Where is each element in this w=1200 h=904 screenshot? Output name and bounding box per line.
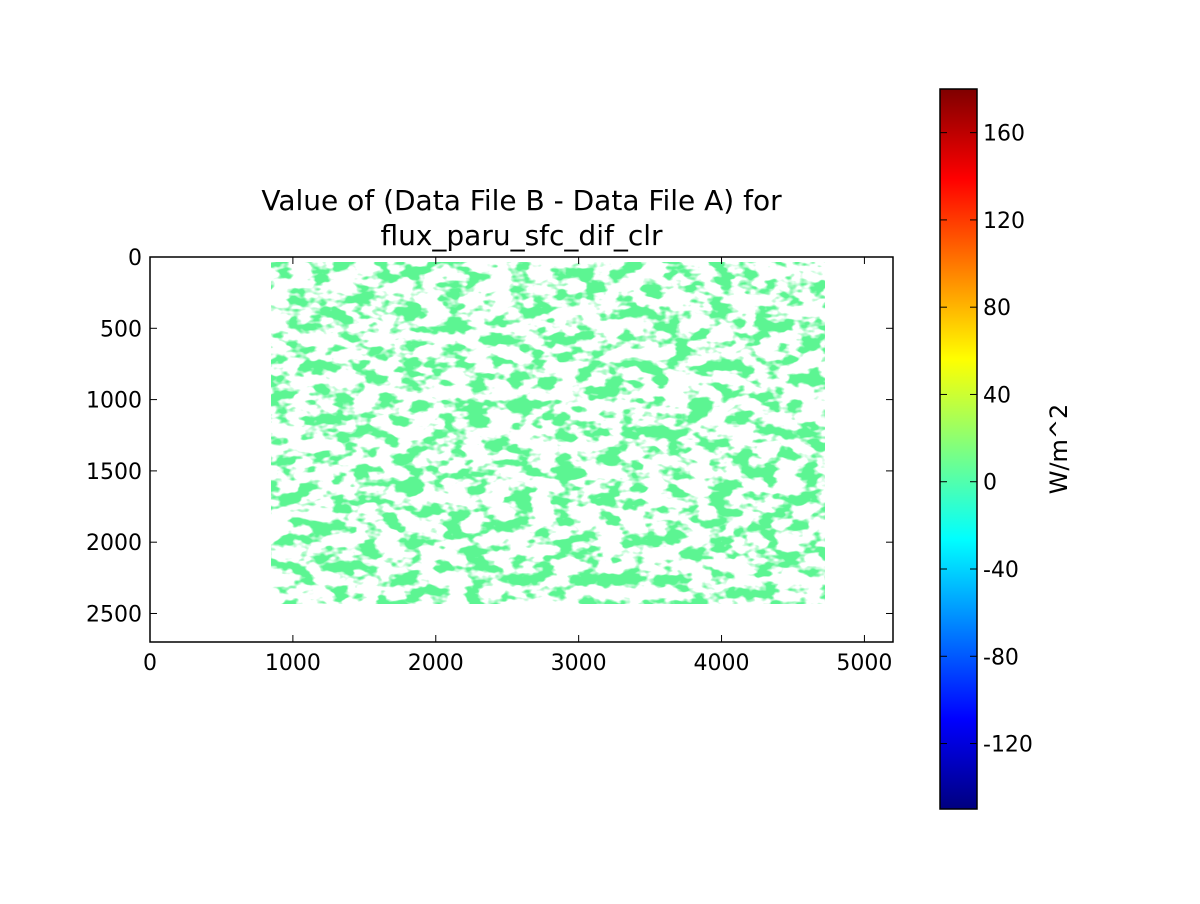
colorbar-label: W/m^2 xyxy=(1045,404,1073,495)
y-tick-label: 500 xyxy=(100,317,142,342)
y-tick-label: 1500 xyxy=(86,460,142,485)
x-tick-label: 5000 xyxy=(836,651,892,676)
chart-title-line-2: flux_paru_sfc_dif_clr xyxy=(380,219,663,252)
colorbar-tick-label: 160 xyxy=(983,122,1025,147)
colorbar-tick-label: -40 xyxy=(983,558,1019,583)
colorbar-tick-label: 40 xyxy=(983,383,1011,408)
colorbar-ticks: -120 -80 -40 0 40 80 120 160 xyxy=(940,122,1033,758)
y-axis: 0 500 1000 1500 2000 2500 xyxy=(86,246,893,627)
difference-image xyxy=(271,262,825,604)
colorbar xyxy=(939,88,978,810)
y-tick-label: 2000 xyxy=(86,531,142,556)
x-tick-label: 4000 xyxy=(694,651,750,676)
x-axis: 0 1000 2000 3000 4000 5000 xyxy=(143,257,892,676)
y-tick-label: 0 xyxy=(128,246,142,271)
colorbar-tick-label: 0 xyxy=(983,471,997,496)
colorbar-tick-label: 80 xyxy=(983,296,1011,321)
colorbar-tick-label: -120 xyxy=(983,733,1033,758)
x-tick-label: 0 xyxy=(143,651,157,676)
earth-disk-difference-pixels xyxy=(271,262,825,604)
y-tick-label: 1000 xyxy=(86,389,142,414)
x-tick-label: 2000 xyxy=(408,651,464,676)
x-tick-label: 3000 xyxy=(551,651,607,676)
colorbar-tick-label: 120 xyxy=(983,209,1025,234)
plot-frame xyxy=(149,256,894,643)
chart-title-line-1: Value of (Data File B - Data File A) for xyxy=(261,184,782,217)
x-tick-label: 1000 xyxy=(265,651,321,676)
y-tick-label: 2500 xyxy=(86,602,142,627)
colorbar-tick-label: -80 xyxy=(983,645,1019,670)
